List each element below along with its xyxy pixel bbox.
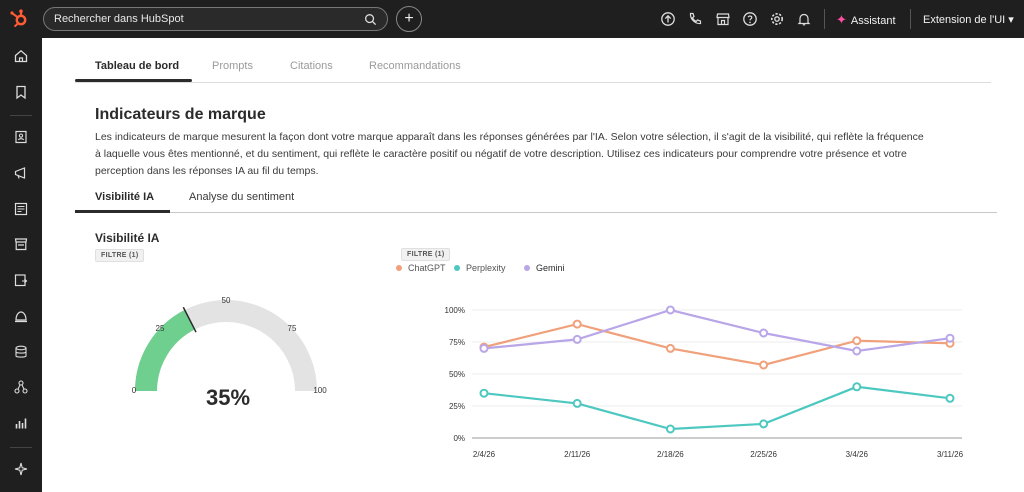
settings-icon[interactable] (769, 11, 785, 27)
y-tick-label: 50% (449, 370, 465, 379)
x-tick-label: 2/25/26 (750, 450, 777, 459)
y-tick-label: 0% (453, 434, 465, 443)
legend-marker-perplexity (454, 265, 460, 271)
search-placeholder: Rechercher dans HubSpot (54, 13, 184, 25)
data-point-perplexity (945, 393, 955, 403)
chart-series (479, 305, 955, 434)
data-point-chatgpt (572, 319, 582, 329)
data-point-gemini (665, 305, 675, 315)
data-point-gemini (945, 333, 955, 343)
active-tab-indicator (75, 79, 192, 82)
x-tick-label: 2/11/26 (564, 450, 591, 459)
x-tick-label: 2/18/26 (657, 450, 684, 459)
data-point-chatgpt (852, 336, 862, 346)
gauge-value: 35% (206, 385, 250, 410)
data-point-gemini (852, 346, 862, 356)
assistant-label: Assistant (850, 15, 896, 27)
tab-dashboard[interactable]: Tableau de bord (95, 60, 180, 72)
data-point-perplexity (852, 382, 862, 392)
subtab-sentiment-analysis[interactable]: Analyse du sentiment (189, 191, 295, 203)
page-description: Les indicateurs de marque mesurent la fa… (95, 131, 924, 177)
contacts-icon[interactable] (13, 129, 29, 145)
data-point-perplexity (572, 398, 582, 408)
gauge-tick-0: 0 (132, 386, 137, 395)
breeze-icon[interactable] (13, 461, 29, 477)
service-icon[interactable] (13, 272, 29, 288)
series-line-gemini (483, 308, 951, 353)
x-tick-label: 2/4/26 (473, 450, 496, 459)
active-subtab-indicator (75, 210, 170, 213)
data-point-perplexity (665, 424, 675, 434)
legend-marker-gemini (524, 265, 530, 271)
x-tick-label: 3/11/26 (937, 450, 964, 459)
gauge-tick-75: 75 (288, 324, 297, 333)
sparkle-icon: ✦ (836, 12, 847, 27)
notifications-icon[interactable] (796, 11, 812, 27)
phone-icon[interactable] (687, 11, 703, 27)
data-icon[interactable] (13, 344, 29, 360)
subtab-ai-visibility[interactable]: Visibilité IA (95, 191, 155, 203)
assistant-button[interactable]: ✦ Assistant (836, 12, 896, 28)
data-point-perplexity (479, 388, 489, 398)
visibility-gauge: 0 25 50 75 100 35% (132, 296, 327, 410)
tab-citations[interactable]: Citations (290, 60, 333, 72)
gauge-fill (135, 309, 196, 392)
y-tick-label: 25% (449, 402, 465, 411)
gauge-needle (182, 306, 197, 333)
series-line-perplexity (483, 385, 951, 431)
chart-legend: ChatGPT Perplexity Gemini (396, 263, 565, 273)
top-navigation-bar: Rechercher dans HubSpot + ✦ Assistant Ext… (0, 0, 1024, 38)
home-icon[interactable] (13, 48, 29, 64)
automation-icon[interactable] (13, 308, 29, 324)
visibility-line-chart: ChatGPT Perplexity Gemini 100%75%50%25%0% … (396, 263, 964, 459)
marketplace-icon[interactable] (715, 11, 731, 27)
chart-x-axis: 2/4/26 2/11/26 2/18/26 2/25/26 3/4/26 3/11/26 (473, 450, 964, 459)
sidebar-divider (10, 115, 32, 116)
page-title: Indicateurs de marque (95, 106, 266, 123)
x-tick-label: 3/4/26 (846, 450, 869, 459)
data-point-chatgpt (665, 343, 675, 353)
tab-prompts[interactable]: Prompts (212, 60, 253, 72)
commerce-icon[interactable] (13, 236, 29, 252)
gauge-tick-100: 100 (313, 386, 327, 395)
legend-label-chatgpt: ChatGPT (408, 263, 446, 273)
reporting-icon[interactable] (13, 415, 29, 431)
bookmark-icon[interactable] (13, 84, 29, 100)
legend-marker-chatgpt (396, 265, 402, 271)
y-tick-label: 100% (445, 306, 465, 315)
legend-label-perplexity: Perplexity (466, 263, 506, 273)
topbar-divider (824, 9, 825, 29)
main-content: Tableau de bord Prompts Citations Recomm… (42, 38, 1024, 492)
y-tick-label: 75% (449, 338, 465, 347)
legend-label-gemini: Gemini (536, 263, 565, 273)
upgrade-icon[interactable] (660, 11, 676, 27)
sub-tabs: Visibilité IA Analyse du sentiment (75, 186, 997, 213)
topbar-divider (910, 9, 911, 29)
data-point-perplexity (759, 419, 769, 429)
chart-grid: 100% 75% 50% 25% 0% (445, 306, 962, 443)
data-point-chatgpt (759, 360, 769, 370)
ui-extension-dropdown[interactable]: Extension de l'UI ▾ (923, 14, 1014, 26)
data-point-gemini (479, 343, 489, 353)
help-icon[interactable] (742, 11, 758, 27)
hubspot-logo-icon[interactable] (8, 8, 30, 30)
sidebar-divider (10, 447, 32, 448)
tab-recommendations[interactable]: Recommandations (369, 60, 461, 72)
marketing-icon[interactable] (13, 165, 29, 181)
data-point-gemini (759, 328, 769, 338)
gauge-tick-50: 50 (222, 296, 231, 305)
gauge-title: Visibilité IA (95, 231, 160, 245)
main-tabs: Tableau de bord Prompts Citations Recomm… (75, 38, 991, 83)
create-button[interactable]: + (396, 6, 422, 32)
series-line-chatgpt (483, 322, 951, 367)
content-icon[interactable] (13, 201, 29, 217)
gauge-tick-25: 25 (156, 324, 165, 333)
data-point-gemini (572, 334, 582, 344)
integrations-icon[interactable] (13, 379, 29, 395)
search-icon[interactable] (364, 13, 377, 26)
gauge-filter-badge[interactable]: FILTRE (1) (95, 249, 145, 262)
search-input[interactable]: Rechercher dans HubSpot (43, 7, 388, 31)
chart-filter-badge[interactable]: FILTRE (1) (401, 248, 451, 261)
left-sidebar (0, 38, 42, 492)
